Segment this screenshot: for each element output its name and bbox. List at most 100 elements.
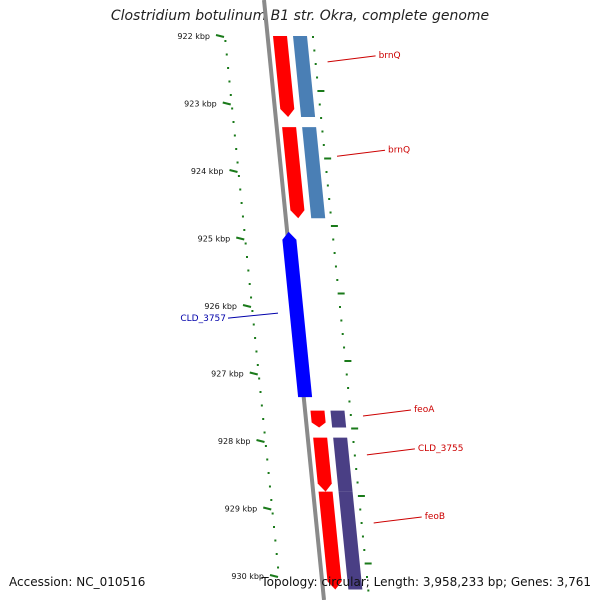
kbp-minor-tick [313, 49, 316, 52]
kbp-minor-tick [356, 481, 359, 484]
kbp-minor-tick [241, 215, 244, 218]
kbp-minor-tick [256, 364, 259, 366]
gene-label: feoA [414, 405, 435, 415]
kbp-minor-tick [360, 522, 363, 524]
kbp-minor-tick [277, 566, 280, 569]
kbp-tick-label: 926 kbp [204, 302, 237, 311]
kbp-tick-label: 930 kbp [231, 572, 264, 581]
kbp-minor-tick [247, 269, 250, 272]
kbp-minor-tick [355, 468, 358, 470]
kbp-minor-tick [359, 508, 362, 511]
kbp-minor-tick [235, 148, 238, 150]
kbp-minor-tick [266, 458, 269, 461]
gene-leader-line [227, 312, 279, 319]
kbp-minor-tick [357, 495, 365, 497]
accession-text: Accession: NC_010516 [9, 575, 146, 589]
kbp-minor-tick [341, 333, 344, 335]
gene-leader-line [336, 149, 386, 157]
kbp-minor-tick [260, 404, 263, 407]
kbp-minor-tick [344, 360, 352, 362]
kbp-minor-tick [259, 391, 262, 393]
kbp-minor-tick [240, 202, 243, 204]
kbp-minor-tick [225, 53, 228, 56]
kbp-major-tick [242, 304, 252, 308]
gene-label: brnQ [388, 145, 410, 155]
kbp-tick-label: 923 kbp [184, 100, 217, 109]
kbp-major-tick [229, 169, 238, 173]
kbp-minor-tick [317, 90, 325, 92]
gene-feature: CLD_3757 [180, 231, 313, 398]
kbp-minor-tick [262, 418, 265, 420]
kbp-major-tick [222, 101, 231, 106]
kbp-major-tick [236, 236, 245, 241]
cds-arrow [273, 36, 295, 117]
kbp-minor-tick [321, 130, 324, 133]
cds-arrow [310, 410, 326, 428]
kbp-minor-tick [312, 36, 314, 38]
gene-block [338, 491, 363, 590]
kbp-minor-tick [322, 144, 325, 146]
kbp-minor-tick [330, 225, 338, 227]
kbp-minor-tick [246, 256, 248, 258]
kbp-minor-tick [267, 472, 270, 474]
kbp-minor-tick [254, 337, 257, 339]
gene-feature: feoB [318, 491, 445, 590]
kbp-minor-tick [345, 373, 348, 376]
kbp-minor-tick [347, 387, 350, 389]
gene-label: CLD_3755 [418, 444, 464, 454]
kbp-major-tick [215, 34, 225, 38]
kbp-minor-tick [318, 103, 321, 106]
kbp-minor-tick [232, 121, 235, 123]
kbp-minor-tick [339, 306, 341, 308]
kbp-minor-tick [228, 80, 231, 83]
kbp-major-tick [249, 371, 258, 376]
map-title: Clostridium botulinum B1 str. Okra, comp… [110, 8, 490, 24]
gene-label: feoB [425, 512, 445, 522]
gene-leader-line [366, 448, 415, 456]
kbp-minor-tick [236, 161, 239, 164]
cds-arrow [282, 127, 305, 219]
gene-features: brnQ brnQ CLD_3757 feoA CLD_3755 feoB [180, 36, 464, 590]
kbp-minor-tick [248, 283, 251, 285]
gene-label: brnQ [379, 51, 401, 61]
gene-block [293, 36, 316, 117]
kbp-minor-tick [255, 350, 258, 353]
gene-feature: CLD_3755 [313, 437, 464, 492]
gene-leader-line [373, 516, 422, 524]
kbp-minor-tick [326, 184, 329, 187]
kbp-minor-tick [348, 400, 351, 403]
gene-feature: feoA [310, 405, 435, 428]
kbp-tick-label: 924 kbp [191, 167, 224, 176]
kbp-minor-tick [275, 553, 278, 555]
kbp-minor-tick [263, 431, 266, 434]
gene-block [333, 437, 353, 492]
kbp-major-tick [269, 574, 279, 578]
kbp-minor-tick [364, 562, 372, 565]
cds-arrow [318, 491, 342, 590]
kbp-minor-tick [268, 485, 271, 488]
kbp-minor-tick [324, 157, 332, 160]
kbp-minor-tick [343, 346, 346, 349]
kbp-minor-tick [224, 40, 227, 42]
kbp-major-tick [256, 439, 265, 443]
kbp-minor-tick [336, 279, 339, 281]
kbp-minor-tick [252, 323, 255, 326]
kbp-minor-tick [274, 539, 277, 542]
kbp-minor-tick [243, 229, 246, 231]
kbp-minor-tick [258, 377, 261, 380]
kbp-minor-tick [251, 310, 254, 312]
kbp-minor-tick [337, 292, 345, 295]
kbp-minor-tick [340, 319, 343, 322]
kbp-minor-tick [328, 198, 331, 200]
kbp-minor-tick [229, 94, 232, 96]
gene-feature: brnQ [282, 127, 410, 219]
kbp-minor-tick [366, 576, 368, 578]
kbp-minor-tick [270, 499, 273, 501]
topology-text: Topology: circular; Length: 3,958,233 bp… [261, 575, 591, 589]
kbp-minor-tick [361, 535, 364, 538]
kbp-minor-tick [271, 512, 274, 515]
kbp-minor-tick [316, 76, 319, 79]
kbp-tick-label: 929 kbp [225, 505, 258, 514]
kbp-tick-label: 922 kbp [177, 32, 210, 41]
